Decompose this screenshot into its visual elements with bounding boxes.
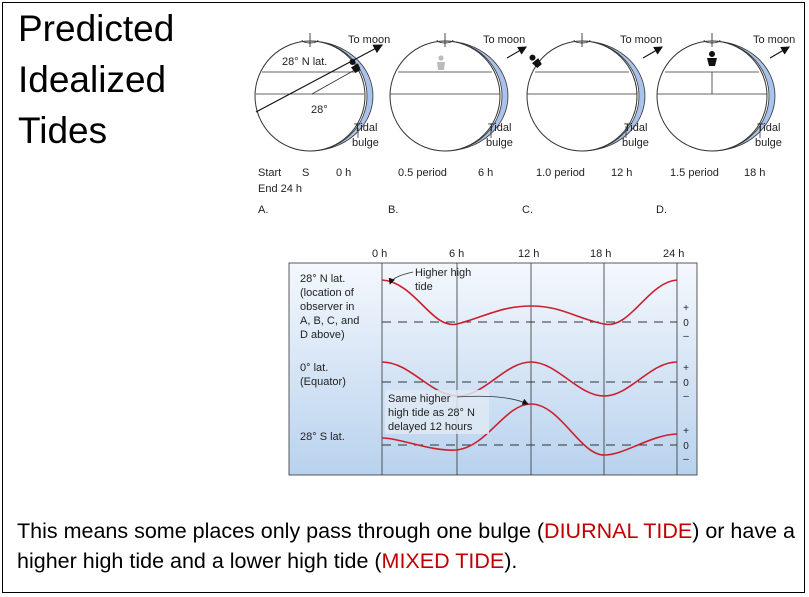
annotation-higher-high-line2: tide <box>415 281 433 293</box>
angle-label: 28° <box>311 104 328 116</box>
row-label-28n-line2: (location of <box>300 287 355 299</box>
scale-zero: 0 <box>683 318 689 329</box>
row-label-28n-line5: D above) <box>300 329 345 341</box>
tide-curve-equator <box>381 361 678 397</box>
period-label-1-0: 1.0 period <box>536 167 585 179</box>
annotation-arrow <box>388 271 414 285</box>
observer-icon <box>529 54 542 68</box>
earth-panel-a: 28° N lat. 28° To moon Tidal bulge <box>254 33 390 152</box>
panel-letters: A. B. C. D. <box>258 204 667 216</box>
scale-zero: 0 <box>683 441 689 452</box>
period-label-1-5: 1.5 period <box>670 167 719 179</box>
annotation-higher-high: Higher high <box>415 267 471 279</box>
to-moon-label: To moon <box>620 34 662 46</box>
scale-minus: – <box>683 391 689 402</box>
observer-icon <box>707 51 717 66</box>
scale-minus: – <box>683 454 689 465</box>
end-label: End 24 h <box>258 183 302 195</box>
period-label-0-5: 0.5 period <box>398 167 447 179</box>
to-moon-label: To moon <box>348 34 390 46</box>
hour-gridlines <box>381 263 678 475</box>
panel-letter-c: C. <box>522 204 533 216</box>
bulge-label: bulge <box>622 137 649 149</box>
tidal-label: Tidal <box>488 122 511 134</box>
hour-tick-18: 18 h <box>590 248 611 260</box>
hour-tick-0: 0 h <box>372 248 387 260</box>
bulge-label: bulge <box>755 137 782 149</box>
time-label-6h: 6 h <box>478 167 493 179</box>
tidal-label: Tidal <box>624 122 647 134</box>
observer-icon <box>437 55 445 70</box>
row-label-28s: 28° S lat. <box>300 431 345 443</box>
latitude-angle-line <box>311 66 361 95</box>
moon-direction-arrow <box>642 46 663 59</box>
annotation-same-higher-line2: high tide as 28° N <box>388 407 475 419</box>
row-label-28n-line3: observer in <box>300 301 354 313</box>
graph-background <box>288 262 698 476</box>
diurnal-tide-term: DIURNAL TIDE <box>544 519 693 543</box>
panel-letter-b: B. <box>388 204 398 216</box>
scale-minus: – <box>683 331 689 342</box>
annotation-arrow <box>456 395 529 405</box>
earth-panel-d: To moon Tidal bulge <box>656 33 795 152</box>
annotation-same-higher: Same higher <box>388 393 451 405</box>
earth-panel-c: To moon Tidal bulge <box>526 33 663 152</box>
hour-tick-24: 24 h <box>663 248 684 260</box>
row-label-equator-line2: (Equator) <box>300 376 346 388</box>
panel-letter-a: A. <box>258 204 268 216</box>
panel-time-row: Start S 0 h End 24 h 0.5 period 6 h 1.0 … <box>258 167 765 195</box>
title-line-1: Predicted <box>18 8 175 49</box>
hour-tick-12: 12 h <box>518 248 539 260</box>
caption-text: ) or have a higher high tide and a lower… <box>17 519 795 573</box>
caption-text: ). <box>504 549 518 573</box>
title-line-3: Tides <box>18 110 108 151</box>
zero-lines <box>382 321 677 446</box>
mixed-tide-term: MIXED TIDE <box>381 549 505 573</box>
time-label-0h: 0 h <box>336 167 351 179</box>
title-line-2: Idealized <box>18 59 167 100</box>
annotation-same-higher-line3: delayed 12 hours <box>388 421 473 433</box>
observer-icon <box>349 58 361 73</box>
row-label-28n: 28° N lat. <box>300 273 345 285</box>
earth-panel-b: To moon Tidal bulge <box>389 33 527 152</box>
row-label-28n-line4: A, B, C, and <box>300 315 359 327</box>
tide-curve-28n <box>381 279 678 326</box>
row-label-equator: 0° lat. <box>300 362 328 374</box>
start-label: Start <box>258 167 281 179</box>
caption-text: This means some places only pass through… <box>17 519 545 543</box>
tide-graph: 0 h 6 h 12 h 18 h 24 h + 0 – + <box>288 248 698 476</box>
slide-caption: This means some places only pass through… <box>17 516 807 576</box>
latitude-label: 28° N lat. <box>282 56 327 68</box>
slide-title: Predicted Idealized Tides <box>18 4 174 157</box>
moon-direction-arrow <box>769 46 790 59</box>
time-label-12h: 12 h <box>611 167 632 179</box>
scale-plus: + <box>683 363 689 374</box>
tidal-label: Tidal <box>757 122 780 134</box>
hour-tick-6: 6 h <box>449 248 464 260</box>
moon-direction-arrow <box>506 46 527 59</box>
tide-diagram: 28° N lat. 28° To moon Tidal bulge To mo… <box>254 33 795 476</box>
scale-zero: 0 <box>683 378 689 389</box>
scale-plus: + <box>683 426 689 437</box>
to-moon-label: To moon <box>753 34 795 46</box>
moon-direction-arrow <box>255 44 384 113</box>
tide-curve-28s <box>381 403 678 456</box>
s-marker: S <box>302 167 309 179</box>
scale-plus: + <box>683 303 689 314</box>
to-moon-label: To moon <box>483 34 525 46</box>
bulge-label: bulge <box>352 137 379 149</box>
time-label-18h: 18 h <box>744 167 765 179</box>
tidal-label: Tidal <box>354 122 377 134</box>
panel-letter-d: D. <box>656 204 667 216</box>
bulge-label: bulge <box>486 137 513 149</box>
